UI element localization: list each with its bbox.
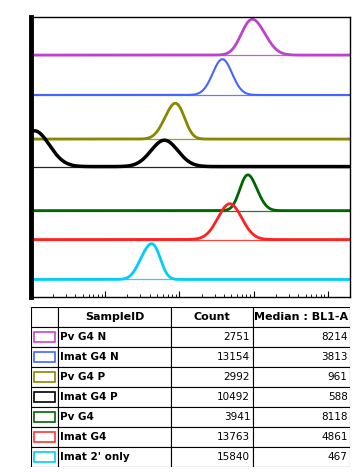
Text: 10492: 10492	[217, 392, 250, 402]
Bar	[253, 327, 350, 347]
Text: 588: 588	[328, 392, 348, 402]
Text: Count: Count	[193, 312, 230, 322]
Bar	[58, 367, 171, 387]
Bar	[58, 387, 171, 407]
Bar	[34, 432, 55, 442]
Bar	[34, 392, 55, 402]
Bar	[31, 407, 58, 427]
Bar	[58, 327, 171, 347]
Bar	[58, 407, 171, 427]
Text: 13763: 13763	[217, 432, 250, 442]
Text: Pv G4: Pv G4	[60, 412, 94, 422]
Bar	[171, 387, 253, 407]
Bar	[34, 372, 55, 382]
Bar	[171, 327, 253, 347]
Bar	[253, 427, 350, 447]
Text: Median : BL1-A: Median : BL1-A	[255, 312, 348, 322]
Text: SampleID: SampleID	[85, 312, 144, 322]
Bar	[58, 427, 171, 447]
Text: Pv G4 N: Pv G4 N	[60, 332, 106, 342]
Text: 8118: 8118	[321, 412, 348, 422]
Bar	[34, 452, 55, 463]
Bar	[34, 352, 55, 362]
Text: Imat G4: Imat G4	[60, 432, 107, 442]
Bar	[253, 447, 350, 467]
Bar	[253, 407, 350, 427]
Text: Imat 2' only: Imat 2' only	[60, 452, 130, 462]
Text: 467: 467	[328, 452, 348, 462]
Text: Imat G4 P: Imat G4 P	[60, 392, 118, 402]
Bar	[171, 367, 253, 387]
Bar	[253, 367, 350, 387]
Bar	[171, 427, 253, 447]
Text: 3941: 3941	[224, 412, 250, 422]
Text: 3813: 3813	[321, 352, 348, 362]
Bar	[31, 327, 58, 347]
Bar	[171, 407, 253, 427]
Bar	[34, 412, 55, 422]
Bar	[31, 387, 58, 407]
Text: 8214: 8214	[321, 332, 348, 342]
Bar	[34, 332, 55, 342]
Bar	[58, 307, 171, 327]
Bar	[253, 347, 350, 367]
Bar	[171, 307, 253, 327]
Bar	[253, 307, 350, 327]
Bar	[31, 347, 58, 367]
Bar	[31, 447, 58, 467]
Bar	[58, 447, 171, 467]
Text: 13154: 13154	[217, 352, 250, 362]
Bar	[171, 347, 253, 367]
Bar	[31, 367, 58, 387]
Text: 2992: 2992	[224, 372, 250, 382]
Text: 4861: 4861	[321, 432, 348, 442]
Bar	[171, 447, 253, 467]
Text: 961: 961	[328, 372, 348, 382]
Bar	[31, 427, 58, 447]
Bar	[58, 347, 171, 367]
Text: Imat G4 N: Imat G4 N	[60, 352, 119, 362]
Bar	[31, 307, 58, 327]
Text: Pv G4 P: Pv G4 P	[60, 372, 105, 382]
Text: 2751: 2751	[224, 332, 250, 342]
Bar	[253, 387, 350, 407]
Text: 15840: 15840	[217, 452, 250, 462]
